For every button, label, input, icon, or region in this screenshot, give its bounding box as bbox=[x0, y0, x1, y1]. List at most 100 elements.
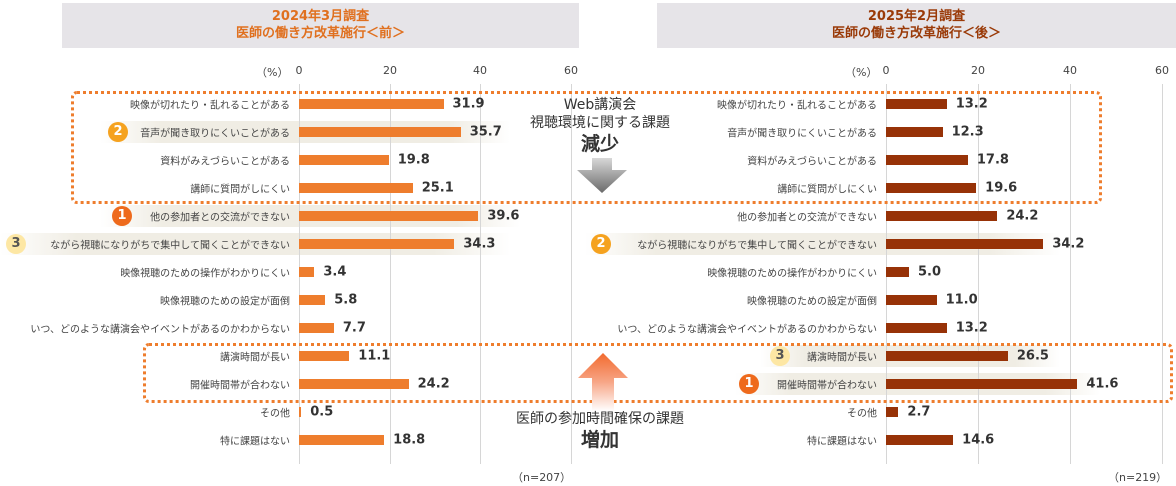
right-bar bbox=[886, 127, 943, 137]
left-rank-badge-1: 1 bbox=[112, 206, 132, 226]
right-rank-highlight bbox=[585, 233, 1060, 255]
left-value-label: 35.7 bbox=[469, 124, 502, 140]
right-category-label: 資料がみえづらいことがある bbox=[747, 156, 877, 168]
right-value-label: 41.6 bbox=[1086, 376, 1119, 392]
left-value-label: 24.2 bbox=[417, 376, 450, 392]
left-bar bbox=[299, 155, 389, 165]
right-tick-0: 0 bbox=[882, 64, 890, 77]
left-bar bbox=[299, 351, 350, 361]
right-bar bbox=[886, 351, 1008, 361]
left-category-label: 特に課題はない bbox=[220, 436, 290, 448]
right-category-label: 他の参加者との交流ができない bbox=[737, 212, 877, 224]
increase-annotation-line1: 医師の参加時間確保の課題 bbox=[516, 411, 684, 427]
left-value-label: 0.5 bbox=[310, 404, 334, 420]
left-bar bbox=[299, 183, 413, 193]
right-gridline bbox=[1070, 84, 1071, 464]
left-value-label: 7.7 bbox=[342, 320, 366, 336]
left-panel-title-line2: 医師の働き方改革施行＜前＞ bbox=[235, 26, 405, 41]
right-bar bbox=[886, 183, 977, 193]
right-category-label: 映像視聴のための設定が面倒 bbox=[747, 296, 877, 308]
left-value-label: 25.1 bbox=[421, 180, 454, 196]
left-bar bbox=[299, 379, 409, 389]
right-category-label: 映像が切れたり・乱れることがある bbox=[717, 100, 877, 112]
right-bar bbox=[886, 239, 1044, 249]
decrease-group-box bbox=[71, 91, 1102, 204]
left-gridline bbox=[390, 84, 391, 464]
increase-group-box bbox=[143, 343, 1173, 403]
right-category-label: 講師に質問がしにくい bbox=[777, 184, 877, 196]
right-panel-title-line2: 医師の働き方改革施行＜後＞ bbox=[831, 26, 1001, 41]
left-category-label: 映像視聴のための設定が面倒 bbox=[160, 296, 290, 308]
right-unit-label: （%） bbox=[845, 66, 878, 79]
left-category-label: 他の参加者との交流ができない bbox=[150, 212, 290, 224]
left-category-label: 講演時間が長い bbox=[220, 352, 290, 364]
increase-annotation-big: 増加 bbox=[580, 429, 619, 451]
down-arrow-icon bbox=[577, 158, 627, 193]
right-gridline bbox=[978, 84, 979, 464]
left-value-label: 39.6 bbox=[487, 208, 520, 224]
right-value-label: 5.0 bbox=[918, 264, 942, 280]
left-bar bbox=[299, 323, 334, 333]
decrease-annotation-big: 減少 bbox=[580, 133, 619, 155]
left-value-label: 5.8 bbox=[334, 292, 358, 308]
left-category-label: その他 bbox=[260, 408, 290, 420]
right-value-label: 24.2 bbox=[1006, 208, 1039, 224]
left-tick-20: 20 bbox=[383, 64, 397, 77]
left-rank-highlight bbox=[0, 233, 510, 255]
left-gridline bbox=[571, 84, 572, 464]
left-panel-header: 2024年3月調査 医師の働き方改革施行＜前＞ bbox=[62, 3, 579, 48]
left-rank-badge-3: 3 bbox=[6, 234, 26, 254]
left-bar bbox=[299, 211, 479, 221]
right-value-label: 34.2 bbox=[1052, 236, 1085, 252]
right-value-label: 14.6 bbox=[962, 432, 995, 448]
right-bar bbox=[886, 99, 947, 109]
left-value-label: 3.4 bbox=[323, 264, 347, 280]
right-gridline bbox=[1162, 84, 1163, 464]
right-category-label: 映像視聴のための操作がわかりにくい bbox=[707, 268, 877, 280]
left-category-label: 講師に質問がしにくい bbox=[190, 184, 290, 196]
left-rank-badge-2: 2 bbox=[108, 122, 128, 142]
left-panel-title-line1: 2024年3月調査 bbox=[271, 9, 370, 24]
right-bar bbox=[886, 435, 954, 445]
right-sample-size: （n=219） bbox=[1108, 471, 1168, 484]
left-bar bbox=[299, 295, 326, 305]
right-category-label: ながら視聴になりがちで集中して聞くことができない bbox=[637, 240, 877, 252]
right-category-label: 講演時間が長い bbox=[807, 352, 877, 364]
right-category-label: 開催時間帯が合わない bbox=[777, 380, 877, 392]
right-bar bbox=[886, 295, 937, 305]
right-bar bbox=[886, 267, 909, 277]
right-tick-40: 40 bbox=[1063, 64, 1077, 77]
right-category-label: 音声が聞き取りにくいことがある bbox=[727, 128, 877, 140]
increase-annotation: 医師の参加時間確保の課題 増加 bbox=[500, 410, 700, 452]
left-bar bbox=[299, 435, 385, 445]
left-value-label: 11.1 bbox=[358, 348, 391, 364]
left-value-label: 31.9 bbox=[452, 96, 485, 112]
left-category-label: 音声が聞き取りにくいことがある bbox=[140, 128, 290, 140]
left-bar bbox=[299, 267, 315, 277]
left-value-label: 34.3 bbox=[463, 236, 496, 252]
right-value-label: 13.2 bbox=[955, 320, 988, 336]
right-value-label: 12.3 bbox=[951, 124, 984, 140]
right-bar bbox=[886, 211, 998, 221]
right-rank-badge-1: 1 bbox=[739, 374, 759, 394]
right-tick-60: 60 bbox=[1155, 64, 1169, 77]
left-tick-0: 0 bbox=[295, 64, 303, 77]
left-category-label: いつ、どのような講演会やイベントがあるのかわからない bbox=[30, 324, 290, 336]
right-category-label: その他 bbox=[847, 408, 877, 420]
left-bar bbox=[299, 407, 302, 417]
left-category-label: 資料がみえづらいことがある bbox=[160, 156, 290, 168]
right-panel-header: 2025年2月調査 医師の働き方改革施行＜後＞ bbox=[657, 3, 1176, 48]
up-arrow-icon bbox=[578, 353, 628, 411]
right-tick-20: 20 bbox=[971, 64, 985, 77]
left-unit-label: （%） bbox=[256, 66, 289, 79]
left-bar bbox=[299, 127, 461, 137]
left-category-label: 映像視聴のための操作がわかりにくい bbox=[120, 268, 290, 280]
left-gridline bbox=[480, 84, 481, 464]
left-category-label: ながら視聴になりがちで集中して聞くことができない bbox=[50, 240, 290, 252]
right-bar bbox=[886, 407, 899, 417]
right-category-label: 特に課題はない bbox=[807, 436, 877, 448]
left-tick-60: 60 bbox=[564, 64, 578, 77]
left-bar bbox=[299, 99, 444, 109]
left-bar bbox=[299, 239, 455, 249]
right-value-label: 11.0 bbox=[945, 292, 978, 308]
